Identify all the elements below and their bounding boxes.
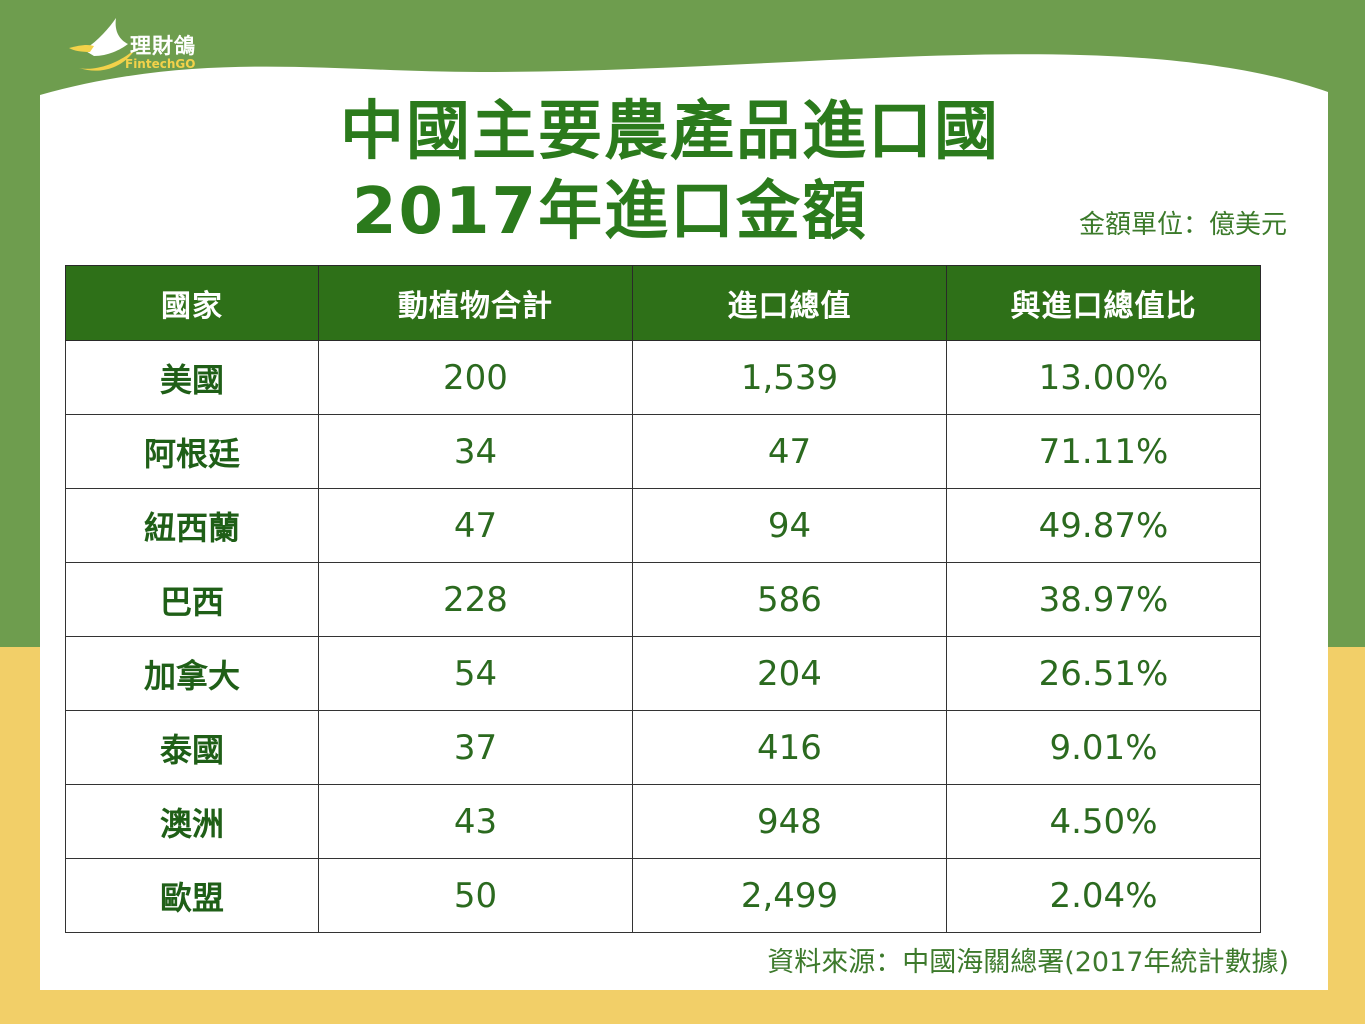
cell-import-total: 2,499 [632,858,947,933]
cell-agri-total: 50 [318,858,633,933]
dove-logo-icon [69,18,136,71]
cell-ratio: 13.00% [946,340,1261,415]
cell-import-total: 47 [632,414,947,489]
table-row: 澳洲 43 948 4.50% [65,784,1261,859]
cell-import-total: 416 [632,710,947,785]
cell-import-total: 586 [632,562,947,637]
cell-agri-total: 228 [318,562,633,637]
logo-text: 理財鴿 [130,34,196,58]
header-ratio: 與進口總值比 [946,265,1261,341]
cell-country: 澳洲 [65,784,319,859]
page-title-line1: 中國主要農產品進口國 [340,95,1000,169]
cell-ratio: 71.11% [946,414,1261,489]
cell-ratio: 4.50% [946,784,1261,859]
cell-country: 加拿大 [65,636,319,711]
cell-import-total: 948 [632,784,947,859]
cell-agri-total: 37 [318,710,633,785]
cell-agri-total: 200 [318,340,633,415]
table-row: 歐盟 50 2,499 2.04% [65,858,1261,933]
cell-country: 歐盟 [65,858,319,933]
cell-import-total: 204 [632,636,947,711]
cell-country: 阿根廷 [65,414,319,489]
page-title-line2: 2017年進口金額 [351,175,869,249]
cell-agri-total: 34 [318,414,633,489]
source-note: 資料來源：中國海關總署(2017年統計數據) [767,947,1289,978]
cell-import-total: 94 [632,488,947,563]
table-row: 加拿大 54 204 26.51% [65,636,1261,711]
header-agri-total: 動植物合計 [318,265,633,341]
logo-subtext: FintechGO [125,57,196,71]
import-table: 國家 動植物合計 進口總值 與進口總值比 美國 200 1,539 13.00%… [65,265,1261,933]
cell-import-total: 1,539 [632,340,947,415]
cell-agri-total: 47 [318,488,633,563]
cell-country: 紐西蘭 [65,488,319,563]
table-row: 巴西 228 586 38.97% [65,562,1261,637]
cell-ratio: 26.51% [946,636,1261,711]
unit-note: 金額單位：億美元 [1078,210,1287,240]
table-header-row: 國家 動植物合計 進口總值 與進口總值比 [65,265,1261,341]
cell-ratio: 38.97% [946,562,1261,637]
header-country: 國家 [65,265,319,341]
cell-country: 巴西 [65,562,319,637]
table-row: 阿根廷 34 47 71.11% [65,414,1261,489]
cell-agri-total: 43 [318,784,633,859]
cell-ratio: 9.01% [946,710,1261,785]
table-row: 紐西蘭 47 94 49.87% [65,488,1261,563]
cell-ratio: 49.87% [946,488,1261,563]
cell-country: 美國 [65,340,319,415]
cell-ratio: 2.04% [946,858,1261,933]
cell-agri-total: 54 [318,636,633,711]
table-row: 泰國 37 416 9.01% [65,710,1261,785]
header-import-total: 進口總值 [632,265,947,341]
cell-country: 泰國 [65,710,319,785]
table-row: 美國 200 1,539 13.00% [65,340,1261,415]
